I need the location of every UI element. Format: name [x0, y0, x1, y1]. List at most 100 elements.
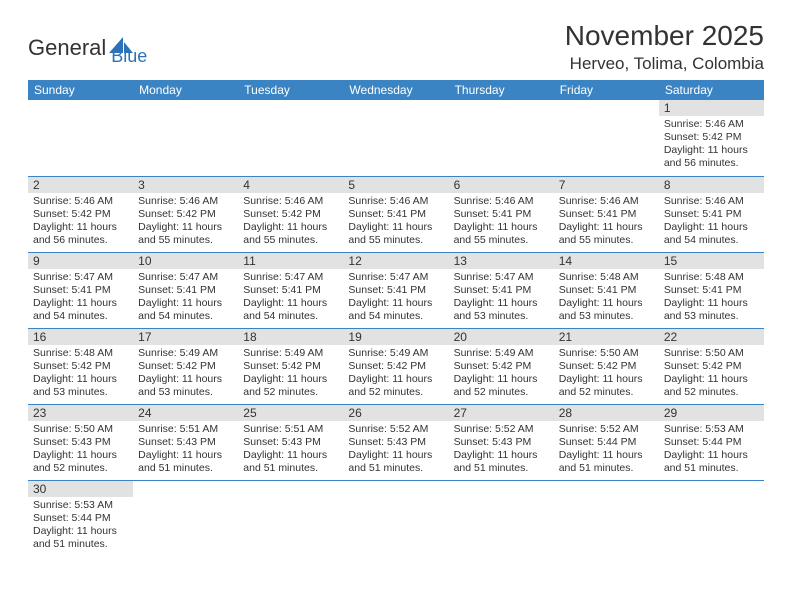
calendar-day: 11Sunrise: 5:47 AMSunset: 5:41 PMDayligh…: [238, 252, 343, 328]
day-number: 7: [554, 177, 659, 193]
day-number: 21: [554, 329, 659, 345]
calendar-empty: [554, 100, 659, 176]
calendar-empty: [133, 100, 238, 176]
day-details: Sunrise: 5:46 AMSunset: 5:42 PMDaylight:…: [133, 193, 238, 251]
day-number: 8: [659, 177, 764, 193]
day-details: Sunrise: 5:49 AMSunset: 5:42 PMDaylight:…: [238, 345, 343, 403]
calendar-day: 1Sunrise: 5:46 AMSunset: 5:42 PMDaylight…: [659, 100, 764, 176]
day-details: Sunrise: 5:53 AMSunset: 5:44 PMDaylight:…: [28, 497, 133, 555]
calendar-week: 1Sunrise: 5:46 AMSunset: 5:42 PMDaylight…: [28, 100, 764, 176]
logo-text-blue: Blue: [111, 46, 147, 67]
day-details: Sunrise: 5:46 AMSunset: 5:42 PMDaylight:…: [28, 193, 133, 251]
calendar-day: 30Sunrise: 5:53 AMSunset: 5:44 PMDayligh…: [28, 480, 133, 556]
day-number: 13: [449, 253, 554, 269]
day-number: 25: [238, 405, 343, 421]
location-text: Herveo, Tolima, Colombia: [565, 54, 764, 74]
calendar-day: 29Sunrise: 5:53 AMSunset: 5:44 PMDayligh…: [659, 404, 764, 480]
calendar-day: 16Sunrise: 5:48 AMSunset: 5:42 PMDayligh…: [28, 328, 133, 404]
calendar-day: 27Sunrise: 5:52 AMSunset: 5:43 PMDayligh…: [449, 404, 554, 480]
calendar-week: 30Sunrise: 5:53 AMSunset: 5:44 PMDayligh…: [28, 480, 764, 556]
calendar-day: 19Sunrise: 5:49 AMSunset: 5:42 PMDayligh…: [343, 328, 448, 404]
day-number: 19: [343, 329, 448, 345]
day-details: Sunrise: 5:47 AMSunset: 5:41 PMDaylight:…: [343, 269, 448, 327]
calendar-empty: [554, 480, 659, 556]
calendar-day: 13Sunrise: 5:47 AMSunset: 5:41 PMDayligh…: [449, 252, 554, 328]
day-number: 17: [133, 329, 238, 345]
day-details: Sunrise: 5:52 AMSunset: 5:43 PMDaylight:…: [449, 421, 554, 479]
day-header: Friday: [554, 80, 659, 100]
day-number: 16: [28, 329, 133, 345]
calendar-empty: [133, 480, 238, 556]
calendar-day: 23Sunrise: 5:50 AMSunset: 5:43 PMDayligh…: [28, 404, 133, 480]
calendar-week: 23Sunrise: 5:50 AMSunset: 5:43 PMDayligh…: [28, 404, 764, 480]
day-number: 3: [133, 177, 238, 193]
calendar-day: 6Sunrise: 5:46 AMSunset: 5:41 PMDaylight…: [449, 176, 554, 252]
day-number: 4: [238, 177, 343, 193]
day-number: 6: [449, 177, 554, 193]
calendar-empty: [238, 100, 343, 176]
day-number: 1: [659, 100, 764, 116]
logo-text-general: General: [28, 35, 106, 61]
day-header: Monday: [133, 80, 238, 100]
calendar-empty: [238, 480, 343, 556]
calendar-body: 1Sunrise: 5:46 AMSunset: 5:42 PMDaylight…: [28, 100, 764, 556]
day-details: Sunrise: 5:51 AMSunset: 5:43 PMDaylight:…: [133, 421, 238, 479]
day-details: Sunrise: 5:53 AMSunset: 5:44 PMDaylight:…: [659, 421, 764, 479]
calendar-table: SundayMondayTuesdayWednesdayThursdayFrid…: [28, 80, 764, 556]
day-number: 5: [343, 177, 448, 193]
calendar-day: 3Sunrise: 5:46 AMSunset: 5:42 PMDaylight…: [133, 176, 238, 252]
day-number: 24: [133, 405, 238, 421]
day-number: 15: [659, 253, 764, 269]
day-details: Sunrise: 5:47 AMSunset: 5:41 PMDaylight:…: [133, 269, 238, 327]
day-details: Sunrise: 5:46 AMSunset: 5:42 PMDaylight:…: [659, 116, 764, 174]
day-details: Sunrise: 5:46 AMSunset: 5:42 PMDaylight:…: [238, 193, 343, 251]
day-details: Sunrise: 5:46 AMSunset: 5:41 PMDaylight:…: [343, 193, 448, 251]
header-row: General Blue November 2025 Herveo, Tolim…: [28, 20, 764, 74]
calendar-day: 28Sunrise: 5:52 AMSunset: 5:44 PMDayligh…: [554, 404, 659, 480]
calendar-day: 15Sunrise: 5:48 AMSunset: 5:41 PMDayligh…: [659, 252, 764, 328]
calendar-week: 2Sunrise: 5:46 AMSunset: 5:42 PMDaylight…: [28, 176, 764, 252]
day-details: Sunrise: 5:50 AMSunset: 5:42 PMDaylight:…: [554, 345, 659, 403]
day-details: Sunrise: 5:46 AMSunset: 5:41 PMDaylight:…: [554, 193, 659, 251]
calendar-empty: [343, 100, 448, 176]
day-details: Sunrise: 5:49 AMSunset: 5:42 PMDaylight:…: [133, 345, 238, 403]
day-number: 10: [133, 253, 238, 269]
day-number: 28: [554, 405, 659, 421]
calendar-day: 26Sunrise: 5:52 AMSunset: 5:43 PMDayligh…: [343, 404, 448, 480]
calendar-day: 24Sunrise: 5:51 AMSunset: 5:43 PMDayligh…: [133, 404, 238, 480]
day-number: 18: [238, 329, 343, 345]
header-right: November 2025 Herveo, Tolima, Colombia: [565, 20, 764, 74]
day-details: Sunrise: 5:47 AMSunset: 5:41 PMDaylight:…: [449, 269, 554, 327]
calendar-day: 2Sunrise: 5:46 AMSunset: 5:42 PMDaylight…: [28, 176, 133, 252]
day-number: 11: [238, 253, 343, 269]
calendar-day: 12Sunrise: 5:47 AMSunset: 5:41 PMDayligh…: [343, 252, 448, 328]
day-number: 20: [449, 329, 554, 345]
calendar-day: 20Sunrise: 5:49 AMSunset: 5:42 PMDayligh…: [449, 328, 554, 404]
day-number: 12: [343, 253, 448, 269]
calendar-empty: [449, 480, 554, 556]
day-header: Tuesday: [238, 80, 343, 100]
day-details: Sunrise: 5:48 AMSunset: 5:42 PMDaylight:…: [28, 345, 133, 403]
month-title: November 2025: [565, 20, 764, 52]
day-details: Sunrise: 5:48 AMSunset: 5:41 PMDaylight:…: [554, 269, 659, 327]
day-details: Sunrise: 5:47 AMSunset: 5:41 PMDaylight:…: [238, 269, 343, 327]
calendar-empty: [343, 480, 448, 556]
calendar-day: 9Sunrise: 5:47 AMSunset: 5:41 PMDaylight…: [28, 252, 133, 328]
day-details: Sunrise: 5:47 AMSunset: 5:41 PMDaylight:…: [28, 269, 133, 327]
day-details: Sunrise: 5:49 AMSunset: 5:42 PMDaylight:…: [343, 345, 448, 403]
day-header: Wednesday: [343, 80, 448, 100]
day-number: 14: [554, 253, 659, 269]
logo: General Blue: [28, 28, 147, 67]
calendar-day: 14Sunrise: 5:48 AMSunset: 5:41 PMDayligh…: [554, 252, 659, 328]
day-details: Sunrise: 5:50 AMSunset: 5:42 PMDaylight:…: [659, 345, 764, 403]
calendar-day: 10Sunrise: 5:47 AMSunset: 5:41 PMDayligh…: [133, 252, 238, 328]
calendar-day: 21Sunrise: 5:50 AMSunset: 5:42 PMDayligh…: [554, 328, 659, 404]
day-number: 9: [28, 253, 133, 269]
day-details: Sunrise: 5:49 AMSunset: 5:42 PMDaylight:…: [449, 345, 554, 403]
day-header: Saturday: [659, 80, 764, 100]
calendar-empty: [449, 100, 554, 176]
calendar-day: 25Sunrise: 5:51 AMSunset: 5:43 PMDayligh…: [238, 404, 343, 480]
day-details: Sunrise: 5:48 AMSunset: 5:41 PMDaylight:…: [659, 269, 764, 327]
day-header: Thursday: [449, 80, 554, 100]
day-details: Sunrise: 5:50 AMSunset: 5:43 PMDaylight:…: [28, 421, 133, 479]
